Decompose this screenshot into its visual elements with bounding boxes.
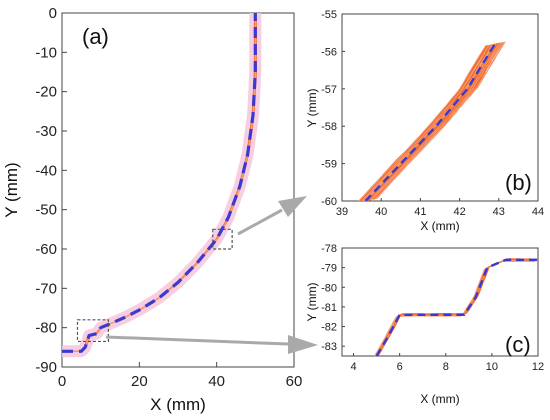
panel-b: 39 40 41 42 43 44 -55 -56 -57 -58 -59 -60 (b) X (mm… bbox=[305, 9, 544, 233]
panel-a-xlabel: X (mm) bbox=[150, 395, 206, 414]
panel-c-plot-area bbox=[373, 258, 538, 356]
panel-b-label: (b) bbox=[505, 170, 532, 195]
y-tick-label: -60 bbox=[35, 241, 57, 258]
zoom-boxes bbox=[76, 228, 233, 343]
panel-b-frame bbox=[341, 13, 539, 202]
trajectory-line bbox=[358, 45, 486, 201]
y-tick-label: -10 bbox=[35, 44, 57, 61]
y-tick-label: -78 bbox=[321, 243, 337, 255]
panel-b-ticks: 39 40 41 42 43 44 -55 -56 -57 -58 -59 -60 bbox=[321, 9, 544, 218]
y-tick-label: -90 bbox=[35, 359, 57, 376]
panel-a-ticks: 0 20 40 60 0 -10 -20 -30 -40 -50 -60 -70 -80 -90 bbox=[35, 5, 302, 390]
panel-c-ticks: 4 6 8 10 12 -78 -79 -80 -81 -82 -83 bbox=[321, 243, 544, 373]
x-tick-label: 40 bbox=[375, 206, 387, 218]
x-tick-label: 40 bbox=[208, 373, 225, 390]
panel-a-label: (a) bbox=[82, 24, 109, 49]
panel-a-plot-area bbox=[62, 13, 262, 358]
x-tick-label: 0 bbox=[58, 373, 66, 390]
trajectory-line bbox=[361, 44, 490, 201]
y-tick-label: -55 bbox=[321, 9, 337, 21]
y-tick-label: -70 bbox=[35, 280, 57, 297]
panel-a: 0 20 40 600-10-20-30-40-50-60-70-80-90 (a) … bbox=[2, 5, 302, 414]
panel-b-traces bbox=[358, 41, 506, 201]
y-tick-label: -56 bbox=[321, 46, 337, 58]
panel-a-traces bbox=[62, 13, 262, 358]
y-tick-label: -50 bbox=[35, 202, 57, 219]
y-tick-label: -83 bbox=[321, 341, 337, 353]
y-tick-label: 0 bbox=[49, 5, 57, 22]
y-tick-label: -81 bbox=[321, 302, 337, 314]
trajectory-line bbox=[369, 42, 500, 201]
panel-c-traces bbox=[373, 258, 538, 356]
x-tick-label: 43 bbox=[493, 206, 505, 218]
y-tick-label: -80 bbox=[35, 320, 57, 337]
y-tick-label: -40 bbox=[35, 162, 57, 179]
panel-b-plot-area bbox=[358, 41, 506, 201]
y-tick-label: -58 bbox=[321, 121, 337, 133]
zoom-box-c bbox=[76, 319, 109, 343]
panel-c: 4 6 8 10 12 -78 -79 -80 -81 -82 -83 (c) X (mm) Y (… bbox=[305, 243, 544, 406]
y-tick-label: -20 bbox=[35, 84, 57, 101]
x-tick-label: 10 bbox=[486, 361, 498, 373]
reference-path bbox=[364, 43, 496, 201]
arrow-to-c-head bbox=[288, 335, 318, 354]
x-tick-label: 4 bbox=[350, 361, 356, 373]
y-tick-label: -59 bbox=[321, 159, 337, 171]
panel-b-xlabel: X (mm) bbox=[420, 219, 459, 233]
y-tick-label: -80 bbox=[321, 282, 337, 294]
x-tick-label: 8 bbox=[443, 361, 449, 373]
trajectory-line bbox=[367, 43, 498, 201]
x-tick-label: 42 bbox=[453, 206, 465, 218]
panel-b-ylabel: Y (mm) bbox=[305, 88, 319, 127]
panel-c-xlabel: X (mm) bbox=[420, 392, 459, 406]
panel-c-label: (c) bbox=[505, 332, 531, 357]
x-tick-label: 6 bbox=[397, 361, 403, 373]
reference-path bbox=[62, 13, 257, 353]
x-tick-label: 12 bbox=[532, 361, 544, 373]
x-tick-label: 39 bbox=[336, 206, 348, 218]
panel-c-frame bbox=[341, 247, 539, 357]
x-tick-label: 44 bbox=[532, 206, 544, 218]
trajectory-line bbox=[375, 41, 506, 200]
arrow-to-c bbox=[105, 335, 289, 346]
x-tick-label: 41 bbox=[414, 206, 426, 218]
panel-c-ylabel: Y (mm) bbox=[305, 282, 319, 321]
y-tick-label: -60 bbox=[321, 196, 337, 208]
y-tick-label: -57 bbox=[321, 84, 337, 96]
y-tick-label: -79 bbox=[321, 263, 337, 275]
trajectory-line bbox=[372, 42, 503, 200]
connector-arrows bbox=[105, 196, 318, 354]
x-tick-label: 60 bbox=[286, 373, 303, 390]
x-tick-label: 20 bbox=[131, 373, 148, 390]
y-tick-label: -82 bbox=[321, 322, 337, 334]
y-tick-label: -30 bbox=[35, 123, 57, 140]
arrow-to-b-head bbox=[278, 196, 307, 217]
reference-path bbox=[375, 258, 538, 356]
panel-a-ylabel: Y (mm) bbox=[2, 162, 21, 217]
arrow-to-b bbox=[237, 208, 283, 236]
